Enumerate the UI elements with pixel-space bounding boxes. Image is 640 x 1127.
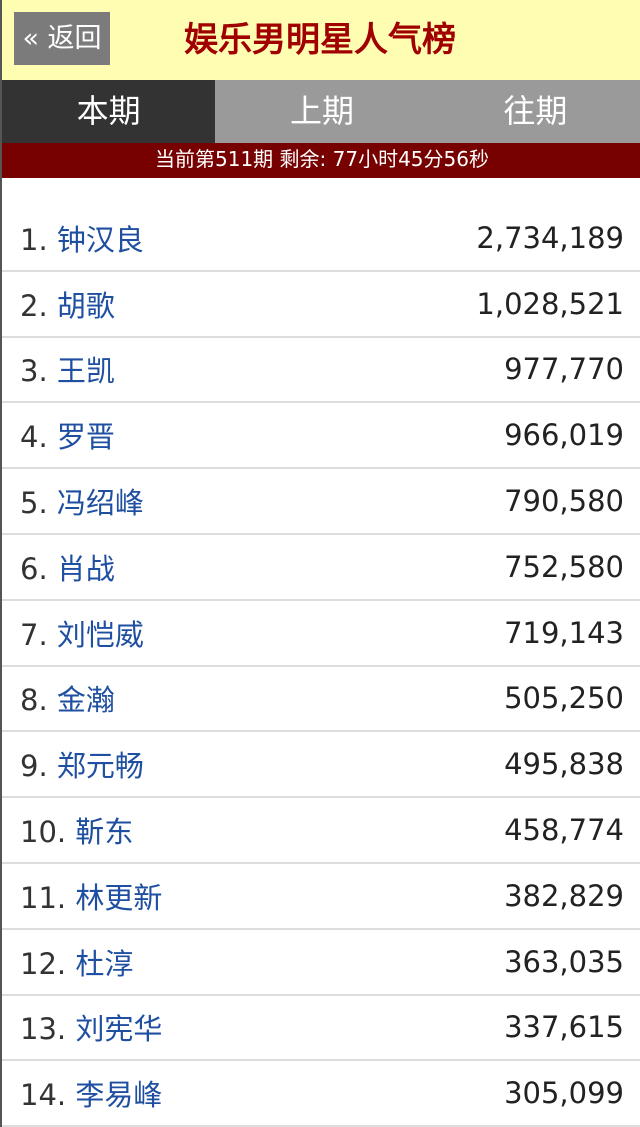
vote-count: 505,250 xyxy=(504,681,624,716)
vote-count: 458,774 xyxy=(504,813,624,848)
rank: 8. xyxy=(20,683,48,718)
rank-name: 13. 刘宪华 xyxy=(20,1006,162,1048)
rank: 13. xyxy=(20,1012,67,1047)
rank-name: 3. 王凯 xyxy=(20,348,115,390)
vote-count: 966,019 xyxy=(504,418,624,453)
rank: 9. xyxy=(20,749,48,784)
vote-count: 1,028,521 xyxy=(476,286,624,321)
table-row[interactable]: 6. 肖战 752,580 xyxy=(2,535,640,601)
rank-name: 12. 杜淳 xyxy=(20,941,133,983)
period-tabs: 本期 上期 往期 xyxy=(2,80,640,143)
star-name-link[interactable]: 金瀚 xyxy=(56,683,115,718)
star-name-link[interactable]: 李易峰 xyxy=(75,1078,163,1113)
star-name-link[interactable]: 王凯 xyxy=(56,354,115,389)
rank-name: 7. 刘恺威 xyxy=(20,612,144,654)
table-row[interactable]: 7. 刘恺威 719,143 xyxy=(2,601,640,667)
rank-name: 6. 肖战 xyxy=(20,546,115,588)
tab-past[interactable]: 往期 xyxy=(503,92,568,130)
rank-name: 2. 胡歌 xyxy=(20,283,115,325)
tab-current[interactable]: 本期 xyxy=(2,80,216,143)
table-row[interactable]: 13. 刘宪华 337,615 xyxy=(2,996,640,1062)
table-row[interactable]: 11. 林更新 382,829 xyxy=(2,864,640,930)
table-row[interactable]: 12. 杜淳 363,035 xyxy=(2,930,640,996)
rank: 7. xyxy=(20,617,48,652)
rank-name: 10. 靳东 xyxy=(20,809,133,851)
table-row[interactable]: 14. 李易峰 305,099 xyxy=(2,1061,640,1127)
star-name-link[interactable]: 罗晋 xyxy=(56,420,115,455)
star-name-link[interactable]: 胡歌 xyxy=(56,288,115,323)
rank-name: 1. 钟汉良 xyxy=(20,217,144,259)
table-row[interactable]: 9. 郑元畅 495,838 xyxy=(2,732,640,799)
star-name-link[interactable]: 刘恺威 xyxy=(56,617,144,652)
tab-previous[interactable]: 上期 xyxy=(289,92,354,130)
vote-count: 752,580 xyxy=(504,549,624,584)
rank: 12. xyxy=(20,946,67,981)
vote-count: 382,829 xyxy=(504,878,624,913)
star-name-link[interactable]: 钟汉良 xyxy=(56,222,144,257)
star-name-link[interactable]: 冯绍峰 xyxy=(56,486,144,521)
table-row[interactable]: 10. 靳东 458,774 xyxy=(2,798,640,864)
vote-count: 495,838 xyxy=(504,747,624,782)
back-button[interactable]: « 返回 xyxy=(14,12,110,65)
ranking-list: 1. 钟汉良 2,734,189 2. 胡歌 1,028,521 3. 王凯 977,77… xyxy=(2,206,640,1127)
rank-name: 14. 李易峰 xyxy=(20,1072,162,1114)
rank-name: 8. 金瀚 xyxy=(20,677,115,719)
star-name-link[interactable]: 靳东 xyxy=(75,815,134,850)
table-row[interactable]: 8. 金瀚 505,250 xyxy=(2,667,640,733)
star-name-link[interactable]: 杜淳 xyxy=(75,946,134,981)
vote-count: 337,615 xyxy=(504,1010,624,1045)
star-name-link[interactable]: 刘宪华 xyxy=(75,1012,163,1047)
header: « 返回 娱乐男明星人气榜 xyxy=(2,0,640,80)
vote-count: 977,770 xyxy=(504,352,624,387)
vote-count: 790,580 xyxy=(504,484,624,519)
rank: 14. xyxy=(20,1078,67,1113)
rank: 5. xyxy=(20,486,48,521)
star-name-link[interactable]: 林更新 xyxy=(75,880,163,915)
table-row[interactable]: 1. 钟汉良 2,734,189 xyxy=(2,206,640,272)
table-row[interactable]: 3. 王凯 977,770 xyxy=(2,338,640,404)
rank: 1. xyxy=(20,222,48,257)
rank-name: 11. 林更新 xyxy=(20,875,162,917)
rank: 6. xyxy=(20,551,48,586)
table-row[interactable]: 5. 冯绍峰 790,580 xyxy=(2,469,640,535)
rank-name: 5. 冯绍峰 xyxy=(20,480,144,522)
rank: 3. xyxy=(20,354,48,389)
page-title: 娱乐男明星人气榜 xyxy=(184,20,456,60)
rank: 11. xyxy=(20,880,67,915)
vote-count: 305,099 xyxy=(504,1076,624,1111)
rank-name: 4. 罗晋 xyxy=(20,414,115,456)
vote-count: 719,143 xyxy=(504,615,624,650)
rank-name: 9. 郑元畅 xyxy=(20,743,144,785)
vote-count: 363,035 xyxy=(504,944,624,979)
star-name-link[interactable]: 肖战 xyxy=(56,551,115,586)
star-name-link[interactable]: 郑元畅 xyxy=(56,749,144,784)
rank: 2. xyxy=(20,288,48,323)
table-row[interactable]: 4. 罗晋 966,019 xyxy=(2,403,640,470)
status-bar: 当前第511期 剩余: 77小时45分56秒 xyxy=(2,143,640,178)
table-row[interactable]: 2. 胡歌 1,028,521 xyxy=(2,272,640,338)
rank: 4. xyxy=(20,420,48,455)
vote-count: 2,734,189 xyxy=(476,220,624,255)
rank: 10. xyxy=(20,815,67,850)
